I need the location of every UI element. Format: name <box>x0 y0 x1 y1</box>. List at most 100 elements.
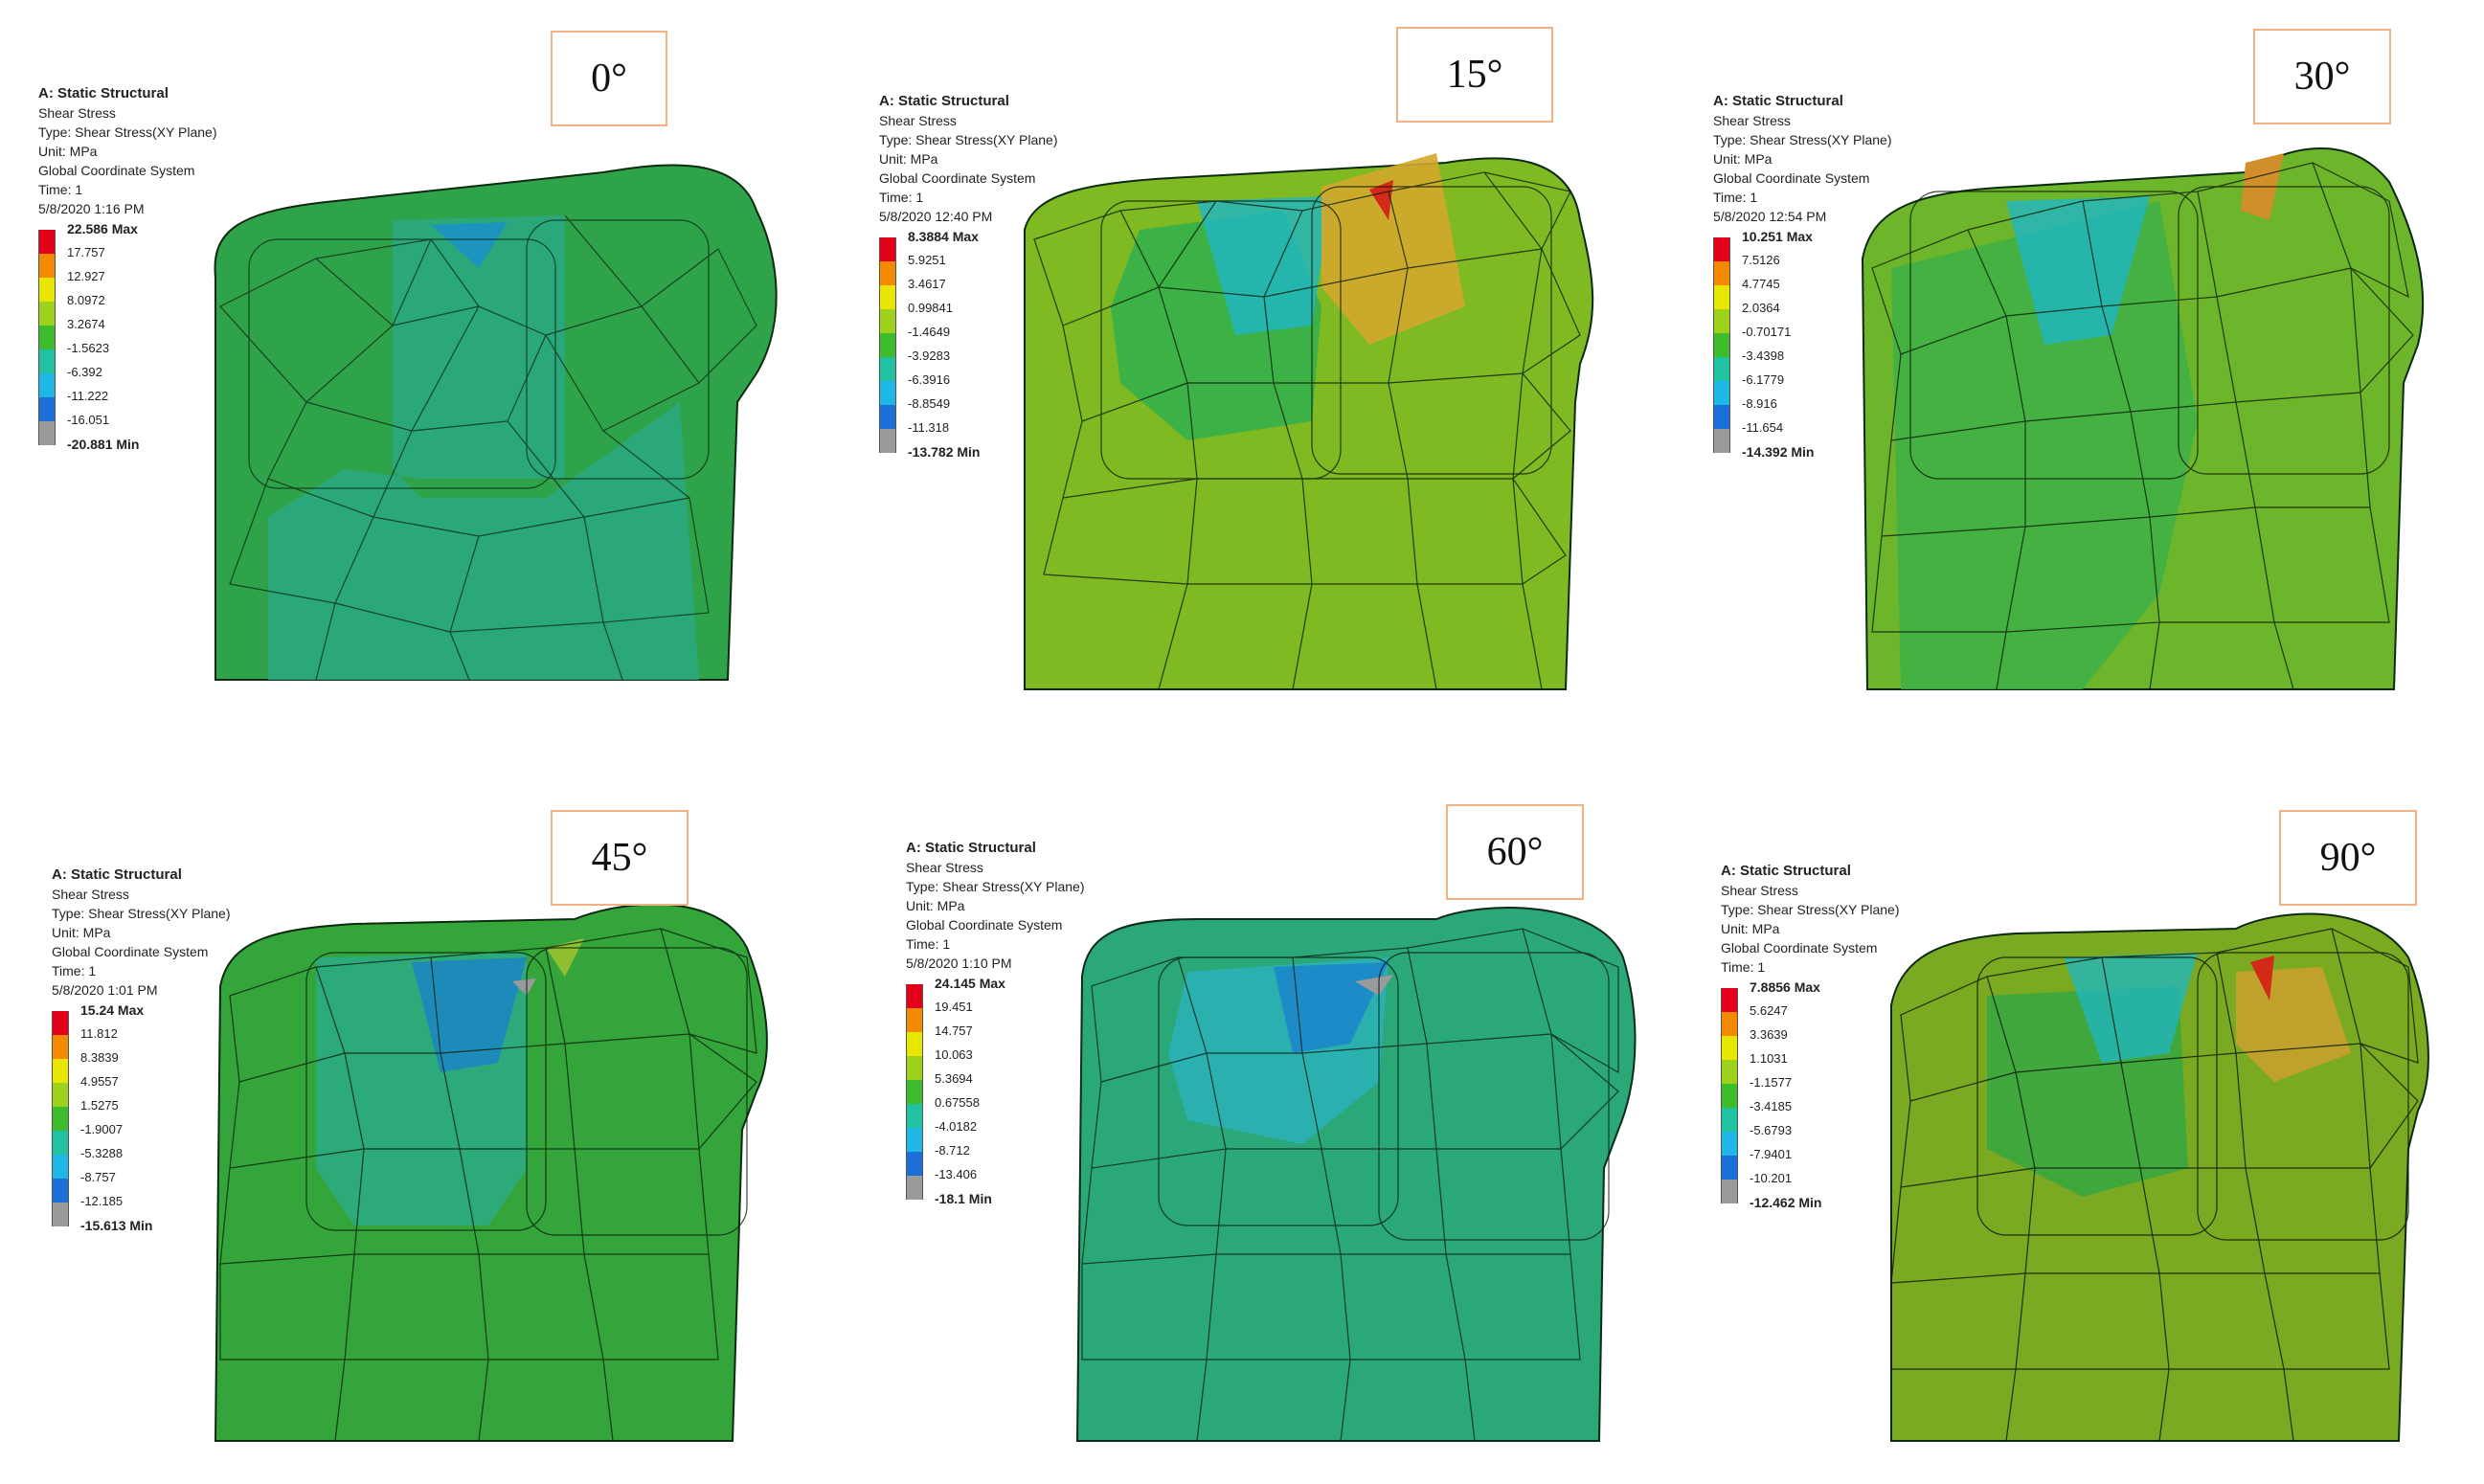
color-swatch <box>879 261 896 285</box>
scale-tick-label: 10.063 <box>935 1047 973 1062</box>
scale-tick-label: 1.5275 <box>80 1098 119 1113</box>
scale-tick-label: 4.9557 <box>80 1074 119 1089</box>
color-bar <box>879 237 1058 453</box>
color-swatch <box>879 237 896 261</box>
legend-line: Shear Stress <box>1721 883 1798 898</box>
scale-tick-label: -3.9283 <box>908 349 951 363</box>
stress-region <box>2064 953 2198 1063</box>
color-bar <box>1721 988 1900 1203</box>
legend-line: Type: Shear Stress(XY Plane) <box>1713 132 1892 147</box>
color-swatch <box>906 1104 923 1128</box>
stress-hotspot <box>1321 153 1465 345</box>
color-swatch <box>52 1083 69 1107</box>
legend-line: Global Coordinate System <box>906 917 1063 933</box>
legend-line: Time: 1 <box>1713 190 1758 205</box>
color-scale: 24.145 Max 19.451 14.757 10.063 5.3694 0.6755… <box>906 976 1085 1206</box>
stress-region <box>268 215 699 680</box>
legend-line: Unit: MPa <box>1713 151 1773 167</box>
scale-max-label: 24.145 Max <box>935 976 1005 991</box>
scale-tick-label: 3.4617 <box>908 277 946 291</box>
color-swatch <box>38 254 56 278</box>
legend-line: Time: 1 <box>879 190 924 205</box>
color-swatch <box>906 1152 923 1176</box>
scale-tick-label: 5.3694 <box>935 1071 973 1086</box>
stress-region <box>2006 196 2150 345</box>
stress-region <box>412 957 527 1072</box>
stress-hotspot <box>2236 967 2351 1082</box>
scale-tick-label: 3.2674 <box>67 317 105 331</box>
scale-tick-label: 4.7745 <box>1742 277 1780 291</box>
scale-tick-label: 1.1031 <box>1750 1051 1788 1066</box>
color-swatch <box>38 302 56 326</box>
scale-tick-label: -6.1779 <box>1742 372 1785 387</box>
mesh-model <box>1861 147 2425 690</box>
color-swatch <box>38 230 56 254</box>
color-scale: 7.8856 Max 5.6247 3.3639 1.1031 -1.1577 -3.41… <box>1721 979 1900 1210</box>
scale-min-label: -18.1 Min <box>935 1191 992 1206</box>
color-swatch <box>1713 405 1730 429</box>
color-swatch <box>879 381 896 405</box>
legend-title: A: Static Structural <box>52 866 182 883</box>
color-swatch <box>1713 333 1730 357</box>
color-swatch <box>1713 381 1730 405</box>
angle-label: 90° <box>2279 810 2417 906</box>
angle-text: 30° <box>2293 55 2351 99</box>
color-scale: 10.251 Max 7.5126 4.7745 2.0364 -0.70171 -3.4… <box>1713 229 1892 460</box>
scale-tick-label: -5.3288 <box>80 1146 124 1160</box>
legend-line: Type: Shear Stress(XY Plane) <box>38 124 217 140</box>
legend-line: Global Coordinate System <box>1721 940 1878 956</box>
scale-tick-label: 5.9251 <box>908 253 946 267</box>
angle-label: 30° <box>2253 29 2391 124</box>
panel-90-deg: 90° A: Static Structural Shear Stress Ty… <box>1700 766 2484 1484</box>
color-swatch <box>906 1176 923 1200</box>
scale-max-label: 7.8856 Max <box>1750 979 1820 995</box>
scale-tick-label: 19.451 <box>935 1000 973 1014</box>
angle-text: 90° <box>2319 836 2377 880</box>
legend-line: Type: Shear Stress(XY Plane) <box>879 132 1058 147</box>
scale-tick-label: 8.0972 <box>67 293 105 307</box>
panel-30-deg: 30° A: Static Structural Shear Stress Ty… <box>1700 19 2484 737</box>
scale-max-label: 10.251 Max <box>1742 229 1813 244</box>
color-swatch <box>906 1080 923 1104</box>
color-bar <box>38 230 217 445</box>
color-swatch <box>52 1179 69 1203</box>
scale-tick-label: 2.0364 <box>1742 301 1780 315</box>
mesh-model <box>1075 907 1637 1442</box>
mesh-model <box>1024 153 1594 690</box>
color-swatch <box>1713 261 1730 285</box>
scale-min-label: -12.462 Min <box>1750 1195 1822 1210</box>
color-swatch <box>879 285 896 309</box>
angle-label: 60° <box>1446 804 1584 900</box>
stress-peak <box>1369 180 1393 220</box>
scale-tick-label: -1.1577 <box>1750 1075 1793 1090</box>
scale-min-label: -14.392 Min <box>1742 444 1815 460</box>
scale-tick-label: 11.812 <box>80 1026 118 1041</box>
legend-line: Global Coordinate System <box>1713 170 1870 186</box>
color-swatch <box>906 1008 923 1032</box>
color-swatch <box>52 1059 69 1083</box>
legend-line: Time: 1 <box>906 936 951 952</box>
scale-min-label: -20.881 Min <box>67 437 140 452</box>
legend-line: Time: 1 <box>38 182 83 197</box>
angle-label: 0° <box>551 31 667 126</box>
scale-tick-label: -6.392 <box>67 365 102 379</box>
scale-tick-label: -11.654 <box>1742 420 1784 435</box>
legend-line: Unit: MPa <box>1721 921 1780 936</box>
color-swatch <box>38 421 56 445</box>
legend-line: Time: 1 <box>1721 959 1766 975</box>
panel-15-deg: 15° A: Static Structural Shear Stress Ty… <box>871 19 1695 737</box>
color-scale: 22.586 Max 17.757 12.927 8.0972 3.2674 -1.562… <box>38 221 217 452</box>
color-swatch <box>52 1035 69 1059</box>
color-swatch <box>1721 1108 1738 1132</box>
color-swatch <box>879 429 896 453</box>
scale-min-label: -13.782 Min <box>908 444 981 460</box>
scale-max-label: 8.3884 Max <box>908 229 979 244</box>
color-swatch <box>1721 1180 1738 1203</box>
scale-tick-label: -1.4649 <box>908 325 951 339</box>
mesh-model <box>1890 912 2429 1442</box>
result-legend: A: Static Structural Shear Stress Type: … <box>38 84 217 452</box>
legend-line: Shear Stress <box>906 860 983 875</box>
color-swatch <box>1713 309 1730 333</box>
stress-peak <box>512 978 536 996</box>
legend-title: A: Static Structural <box>1713 93 1843 109</box>
